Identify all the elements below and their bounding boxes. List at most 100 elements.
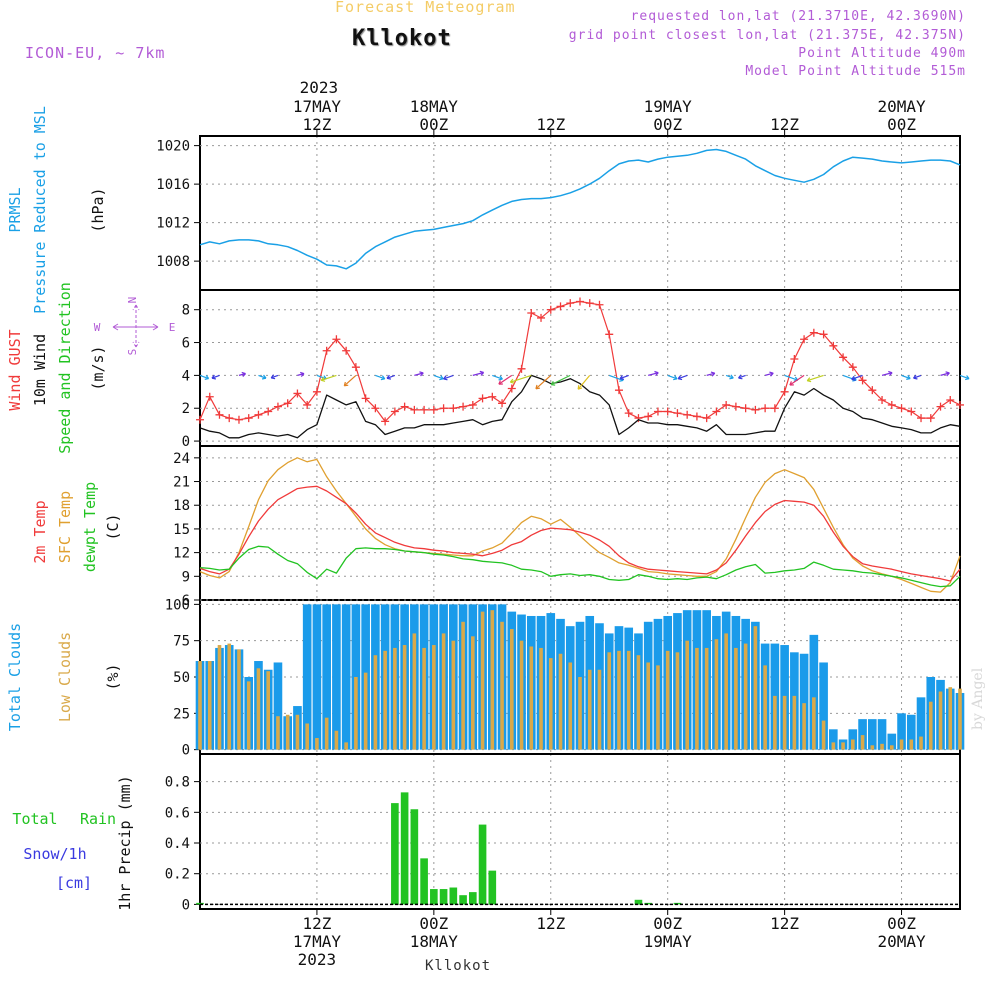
wind-gust-marker: [322, 346, 331, 355]
wind-arrow-head: [550, 380, 556, 386]
wind-arrow-head: [806, 377, 812, 383]
wind-arrow-head: [204, 375, 210, 380]
compass-vertical-arrow: [132, 304, 140, 348]
total-clouds-bar: [312, 604, 322, 750]
point-altitude: Point Altitude 490m: [798, 46, 966, 61]
wind-direction-arrow: [321, 374, 337, 381]
wind-gust-marker: [196, 415, 204, 424]
low-clouds-bar: [636, 655, 641, 750]
wind-gust-marker: [956, 400, 964, 409]
low-clouds-bar: [509, 629, 514, 750]
low-clouds-bar: [207, 661, 212, 750]
wind-gust-marker: [653, 407, 662, 416]
compass-n: N: [126, 297, 139, 304]
wind-direction-arrow: [667, 374, 678, 380]
wind-direction-arrow: [619, 374, 629, 380]
low-clouds-bar: [695, 647, 699, 750]
wind-gust-marker: [829, 341, 838, 350]
low-clouds-bar: [471, 636, 475, 750]
total-clouds-bar: [809, 634, 819, 750]
wind-gust-marker: [897, 404, 906, 413]
low-clouds-bar: [227, 643, 232, 750]
wind-gust-marker: [585, 299, 594, 308]
pressure-y-tick-label: 1020: [156, 139, 190, 155]
wind-gust-marker: [342, 346, 351, 355]
rain-bar: [488, 870, 497, 905]
wind-gust-marker: [507, 384, 516, 393]
wind-gust-marker: [264, 407, 273, 416]
low-clouds-bar: [266, 671, 271, 750]
wind-direction-arrow: [386, 374, 396, 379]
wind-direction-arrow: [297, 373, 305, 376]
wind-y-tick-label: 6: [182, 336, 190, 352]
model-label: ICON-EU, ~ 7km: [25, 44, 166, 62]
wind-arrow-head: [380, 375, 386, 381]
total-clouds-bar: [906, 714, 916, 750]
low-clouds-bar: [958, 688, 962, 750]
wind-gust-marker: [644, 412, 653, 421]
wind-gust-marker: [390, 407, 399, 416]
low-clouds-bar: [305, 723, 309, 750]
wind-gust-marker: [410, 405, 419, 414]
wind-direction-arrow: [443, 374, 454, 380]
wind-gust-marker: [868, 386, 877, 395]
wind-gust-marker: [478, 394, 487, 403]
low-clouds-bar: [344, 742, 348, 750]
low-clouds-bar: [812, 697, 816, 750]
low-clouds-bar: [851, 739, 855, 750]
clouds-y-tick-label: 0: [182, 743, 190, 759]
low-clouds-bar: [782, 695, 787, 750]
precip-y-tick-label: 0.2: [165, 867, 190, 883]
low-clouds-bar: [704, 647, 709, 750]
low-clouds-bar: [821, 720, 826, 750]
rain-bar: [420, 858, 428, 905]
low-clouds-bar: [948, 687, 953, 750]
wind-direction-arrow: [472, 371, 484, 376]
top-year-label: 2023: [300, 78, 339, 97]
wind-arrow-head: [906, 375, 911, 380]
low-clouds-bar: [860, 735, 865, 750]
low-clouds-bar: [743, 643, 748, 750]
low-clouds-bar: [490, 610, 495, 750]
rain-bar: [644, 902, 653, 905]
wind-gust-marker: [751, 405, 760, 414]
wind-direction-arrow: [677, 374, 688, 380]
wind-arrow-head: [443, 375, 448, 381]
wind-gust-marker: [556, 302, 565, 311]
wind-gust-marker: [614, 386, 623, 395]
rain-bar: [439, 889, 448, 905]
wind-gust-marker: [936, 402, 945, 411]
wind-direction-arrow: [913, 374, 922, 379]
rain-bar: [478, 824, 487, 905]
wind-arrow-head: [300, 371, 305, 377]
low-clouds-bar: [656, 665, 660, 750]
wind-gust-marker: [205, 392, 214, 401]
top-time-label: 00Z: [653, 115, 682, 134]
low-clouds-bar: [412, 633, 417, 750]
wind-arrow-head: [241, 371, 246, 377]
low-clouds-bar: [295, 714, 300, 750]
total-clouds-bar: [302, 604, 312, 750]
low-clouds-bar: [880, 743, 884, 750]
wind-gust-marker: [780, 387, 789, 396]
low-clouds-bar: [373, 655, 378, 750]
wind-gust-marker: [917, 414, 926, 423]
dewpt-temp-label: dewpt Temp: [81, 482, 99, 572]
pressure-unit-label: (hPa): [89, 187, 107, 232]
low-clouds-bar: [276, 716, 280, 750]
wind-arrow-head: [677, 375, 683, 381]
wind-gust-marker: [663, 407, 672, 416]
rain-bar: [449, 887, 458, 905]
wind-arrow-head: [577, 385, 583, 390]
wind-direction-arrow: [414, 372, 424, 376]
low-clouds-bar: [753, 626, 758, 750]
wind-arrow-head: [211, 374, 217, 380]
wind-direction-arrow: [343, 374, 357, 387]
wind-gust-marker: [254, 410, 263, 419]
footer-location: Kllokot: [425, 958, 492, 974]
compass-e: E: [169, 321, 176, 334]
wind-y-tick-label: 0: [182, 434, 190, 450]
wind-gust-marker: [839, 353, 848, 362]
